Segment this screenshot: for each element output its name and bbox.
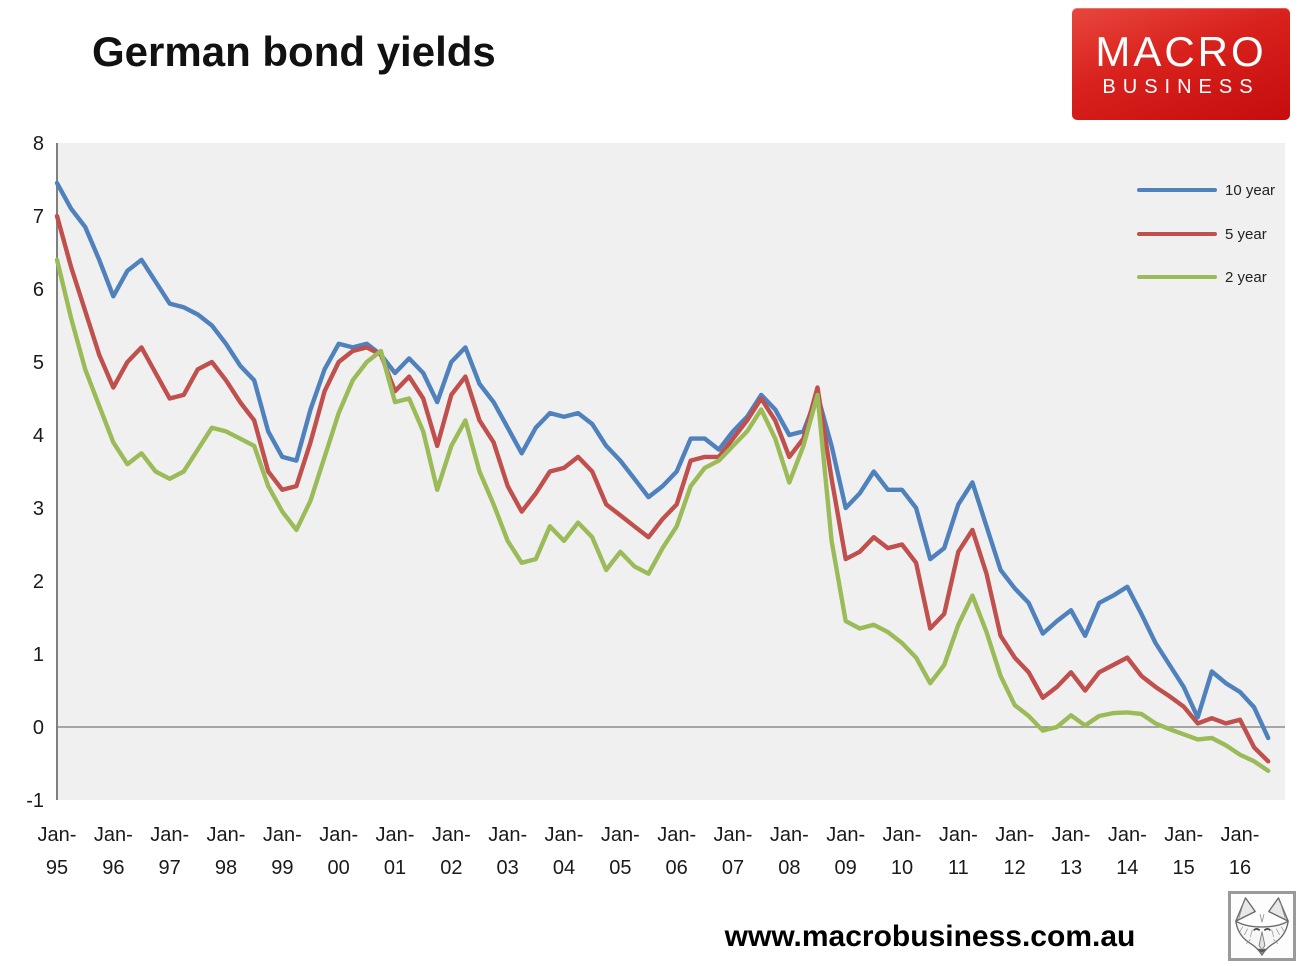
x-tick-label-month: Jan- [488, 824, 527, 846]
x-tick-label-year: 00 [328, 857, 350, 879]
x-tick-label-month: Jan- [94, 824, 133, 846]
x-tick-label-year: 08 [778, 857, 800, 879]
x-tick-label-year: 05 [609, 857, 631, 879]
x-tick-label-month: Jan- [770, 824, 809, 846]
macrobusiness-logo: MACRO BUSINESS [1072, 8, 1290, 120]
x-tick-label-year: 10 [891, 857, 913, 879]
x-tick-label-month: Jan- [545, 824, 584, 846]
series-line-2-year [54, 257, 1271, 773]
x-tick-label-year: 06 [666, 857, 688, 879]
legend-label-2-year: 2 year [1225, 268, 1267, 286]
x-tick-label-month: Jan- [432, 824, 471, 846]
x-tick-label-month: Jan- [376, 824, 415, 846]
x-tick-label-month: Jan- [1164, 824, 1203, 846]
x-tick-label-year: 13 [1060, 857, 1082, 879]
x-tick-label-month: Jan- [826, 824, 865, 846]
website-url: www.macrobusiness.com.au [724, 920, 1136, 953]
y-tick-label: 5 [33, 352, 44, 374]
x-tick-label-month: Jan- [150, 824, 189, 846]
y-tick-label: -1 [26, 790, 44, 812]
legend-line-10-year-icon [1137, 187, 1217, 193]
plot-area [57, 143, 1285, 800]
x-tick-label-month: Jan- [995, 824, 1034, 846]
x-tick-label-year: 02 [440, 857, 462, 879]
x-tick-label-month: Jan- [883, 824, 922, 846]
x-tick-label-month: Jan- [1108, 824, 1147, 846]
x-tick-label-year: 11 [948, 857, 969, 879]
legend-label-5-year: 5 year [1225, 225, 1267, 243]
legend-label-10-year: 10 year [1225, 181, 1276, 199]
series-line-5-year [54, 213, 1271, 764]
y-tick-label: 3 [33, 498, 44, 520]
x-tick-label-year: 04 [553, 857, 575, 879]
x-tick-label-year: 01 [384, 857, 406, 879]
legend-item-10-year: 10 year [1137, 181, 1276, 199]
page-title: German bond yields [92, 28, 496, 75]
x-tick-label-month: Jan- [1221, 824, 1260, 846]
x-tick-label-year: 14 [1116, 857, 1138, 879]
x-tick-label-year: 07 [722, 857, 744, 879]
x-tick-label-year: 12 [1004, 857, 1026, 879]
legend-item-2-year: 2 year [1137, 268, 1267, 286]
x-tick-label-year: 99 [271, 857, 293, 879]
x-tick-label-month: Jan- [657, 824, 696, 846]
y-tick-label: 6 [33, 279, 44, 301]
x-tick-label-year: 98 [215, 857, 237, 879]
x-tick-label-year: 03 [497, 857, 519, 879]
x-tick-label-month: Jan- [939, 824, 978, 846]
x-tick-label-month: Jan- [1052, 824, 1091, 846]
x-tick-label-year: 95 [46, 857, 68, 879]
legend-line-5-year-icon [1137, 231, 1217, 237]
y-tick-label: 0 [33, 717, 44, 739]
x-tick-label-month: Jan- [714, 824, 753, 846]
y-tick-label: 4 [33, 425, 44, 447]
x-tick-label-month: Jan- [263, 824, 302, 846]
x-tick-label-year: 15 [1173, 857, 1195, 879]
x-tick-label-year: 09 [835, 857, 857, 879]
y-tick-label: 7 [33, 206, 44, 228]
x-tick-label-year: 97 [159, 857, 181, 879]
fox-logo-icon [1228, 891, 1296, 961]
y-tick-label: 2 [33, 571, 44, 593]
x-tick-label-month: Jan- [38, 824, 77, 846]
y-tick-label: 1 [33, 644, 44, 666]
logo-text-business: BUSINESS [1102, 76, 1260, 98]
y-tick-label: 8 [33, 133, 44, 155]
x-tick-label-month: Jan- [207, 824, 246, 846]
x-tick-label-year: 16 [1229, 857, 1251, 879]
x-tick-label-month: Jan- [601, 824, 640, 846]
x-tick-label-month: Jan- [319, 824, 358, 846]
legend-item-5-year: 5 year [1137, 225, 1267, 243]
x-tick-label-year: 96 [102, 857, 124, 879]
series-line-10-year [54, 180, 1271, 741]
legend-line-2-year-icon [1137, 274, 1217, 280]
logo-text-macro: MACRO [1095, 28, 1267, 75]
